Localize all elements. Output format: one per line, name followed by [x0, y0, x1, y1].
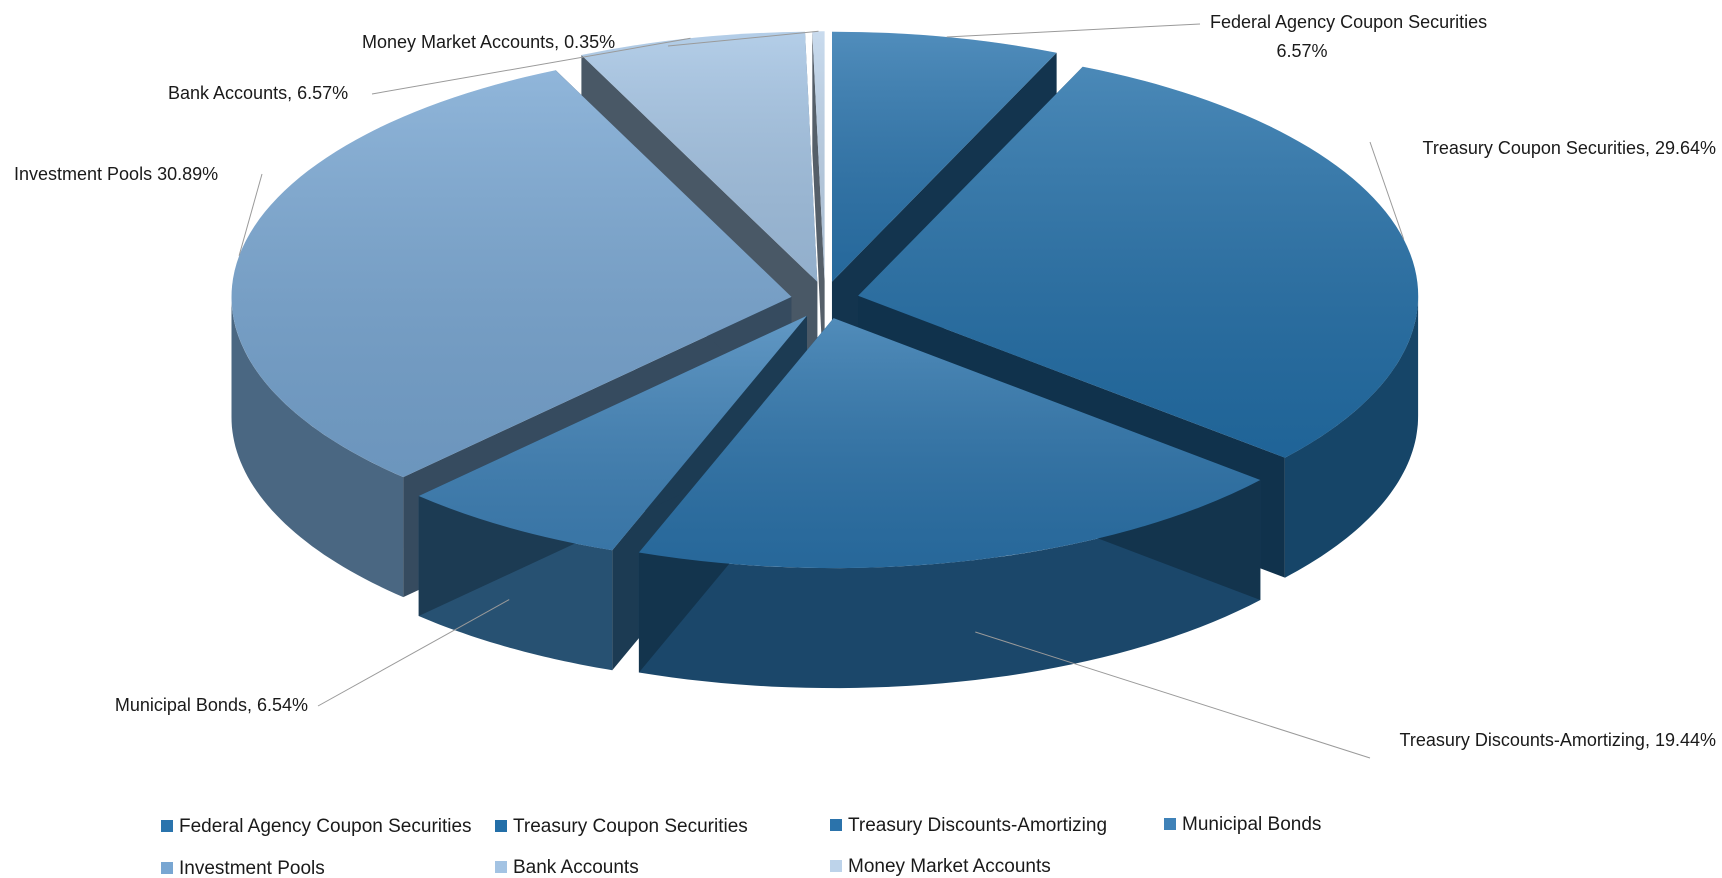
label-treasury-coupon: Treasury Coupon Securities, 29.64%: [1423, 138, 1716, 158]
label-treasury-discounts: Treasury Discounts-Amortizing, 19.44%: [1400, 730, 1716, 750]
legend-label-municipal-bonds: Municipal Bonds: [1182, 814, 1321, 835]
leader-line-4: [238, 173, 263, 256]
pie-wall-investment-pools: [231, 296, 404, 598]
label-bank-accounts: Bank Accounts, 6.57%: [168, 83, 348, 103]
label-leader-lines: [238, 23, 1405, 759]
legend-swatch-investment-pools: [161, 862, 173, 874]
legend-swatch-money-market: [830, 860, 842, 872]
pie-slice-tops: [231, 31, 1419, 569]
legend-label-treasury-discounts: Treasury Discounts-Amortizing: [848, 815, 1107, 836]
label-federal-agency-pct: 6.57%: [1276, 41, 1327, 61]
pie-slice-shade-bank-accounts: [581, 31, 818, 282]
leader-line-5: [371, 37, 691, 95]
leader-line-1: [1369, 141, 1405, 240]
label-investment-pools: Investment Pools 30.89%: [14, 164, 218, 184]
leader-line-0: [946, 23, 1201, 38]
legend-label-money-market: Money Market Accounts: [848, 856, 1051, 877]
pie-slice-shade-federal-agency-coupon-securities: [832, 31, 1057, 282]
pie-wall-treasury-coupon-securities: [1284, 295, 1419, 578]
legend-swatch-municipal-bonds: [1164, 818, 1176, 830]
legend-swatch-treasury-coupon: [495, 820, 507, 832]
legend-swatch-bank-accounts: [495, 861, 507, 873]
legend-swatch-federal-agency: [161, 820, 173, 832]
legend-label-investment-pools: Investment Pools: [179, 858, 325, 878]
legend-label-treasury-coupon: Treasury Coupon Securities: [513, 816, 748, 837]
legend-label-bank-accounts: Bank Accounts: [513, 857, 639, 878]
pie-slice-shade-municipal-bonds: [418, 315, 807, 551]
pie-slice-shade-treasury-discounts-amortizing: [638, 318, 1261, 569]
legend-label-federal-agency: Federal Agency Coupon Securities: [179, 816, 472, 837]
pie-cut-money-market-accounts-0: [812, 31, 825, 402]
leader-line-6: [667, 30, 819, 47]
label-federal-agency: Federal Agency Coupon Securities: [1210, 12, 1487, 32]
pie-slice-shade-money-market-accounts: [812, 31, 825, 282]
label-money-market: Money Market Accounts, 0.35%: [362, 32, 615, 52]
pie-wall-treasury-discounts-amortizing: [638, 480, 1261, 689]
leader-line-3: [317, 599, 510, 707]
legend: Federal Agency Coupon Securities Treasur…: [161, 814, 1321, 878]
legend-swatch-treasury-discounts: [830, 819, 842, 831]
pie-slice-shade-investment-pools: [231, 70, 792, 478]
pie-slice-shade-treasury-coupon-securities: [858, 66, 1419, 458]
leader-line-2: [975, 631, 1371, 759]
label-municipal-bonds: Municipal Bonds, 6.54%: [115, 695, 308, 715]
